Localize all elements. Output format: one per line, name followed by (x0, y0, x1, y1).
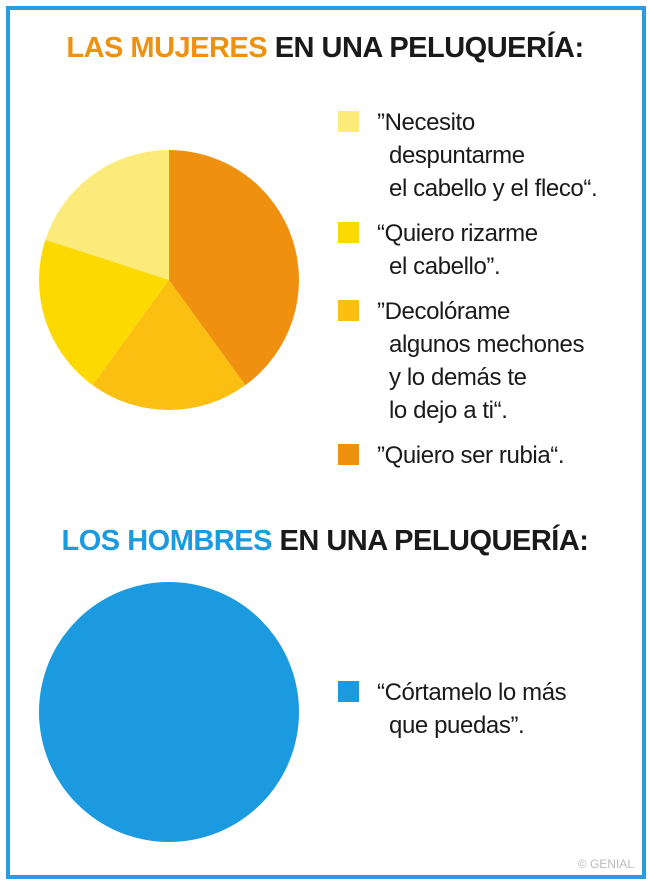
title-highlight: LOS HOMBRES (61, 525, 273, 557)
legend: ”Necesito despuntarme el cabello y el fl… (338, 106, 598, 472)
legend-item: “Córtamelo lo más que puedas”. (338, 676, 567, 742)
pie-slice (38, 239, 169, 386)
legend-item: ”Quiero ser rubia“. (338, 439, 597, 472)
legend-item: ”Necesito despuntarme el cabello y el fl… (338, 106, 598, 205)
title-highlight: LAS MUJERES (66, 32, 268, 64)
legend-swatch (338, 300, 359, 321)
title-text: EN UNA PELUQUERÍA: (274, 32, 584, 64)
legend-label: “Quiero rizarme el cabello”. (377, 220, 538, 280)
watermark: © GENIAL (577, 857, 634, 871)
legend: “Córtamelo lo más que puedas”. (338, 676, 567, 742)
title-text: EN UNA PELUQUERÍA: (279, 525, 589, 557)
chart-title: LOS HOMBRES EN UNA PELUQUERÍA: (0, 525, 650, 558)
pie-slice (92, 280, 246, 411)
legend-swatch (338, 681, 359, 702)
legend-swatch (338, 444, 359, 465)
legend-swatch (338, 222, 359, 243)
legend-label: ”Quiero ser rubia“. (377, 442, 565, 469)
pie-slice (169, 150, 299, 386)
legend-label: ”Decolórame algunos mechones y lo demás … (377, 298, 585, 424)
legend-swatch (338, 111, 359, 132)
chart-title: LAS MUJERES EN UNA PELUQUERÍA: (0, 32, 650, 65)
pie-slice (45, 150, 169, 280)
pie-slice (39, 582, 299, 842)
legend-label: “Córtamelo lo más que puedas”. (377, 679, 567, 739)
legend-item: ”Decolórame algunos mechones y lo demás … (338, 295, 597, 427)
legend-label: ”Necesito despuntarme el cabello y el fl… (377, 109, 598, 202)
legend-item: “Quiero rizarme el cabello”. (338, 217, 597, 283)
